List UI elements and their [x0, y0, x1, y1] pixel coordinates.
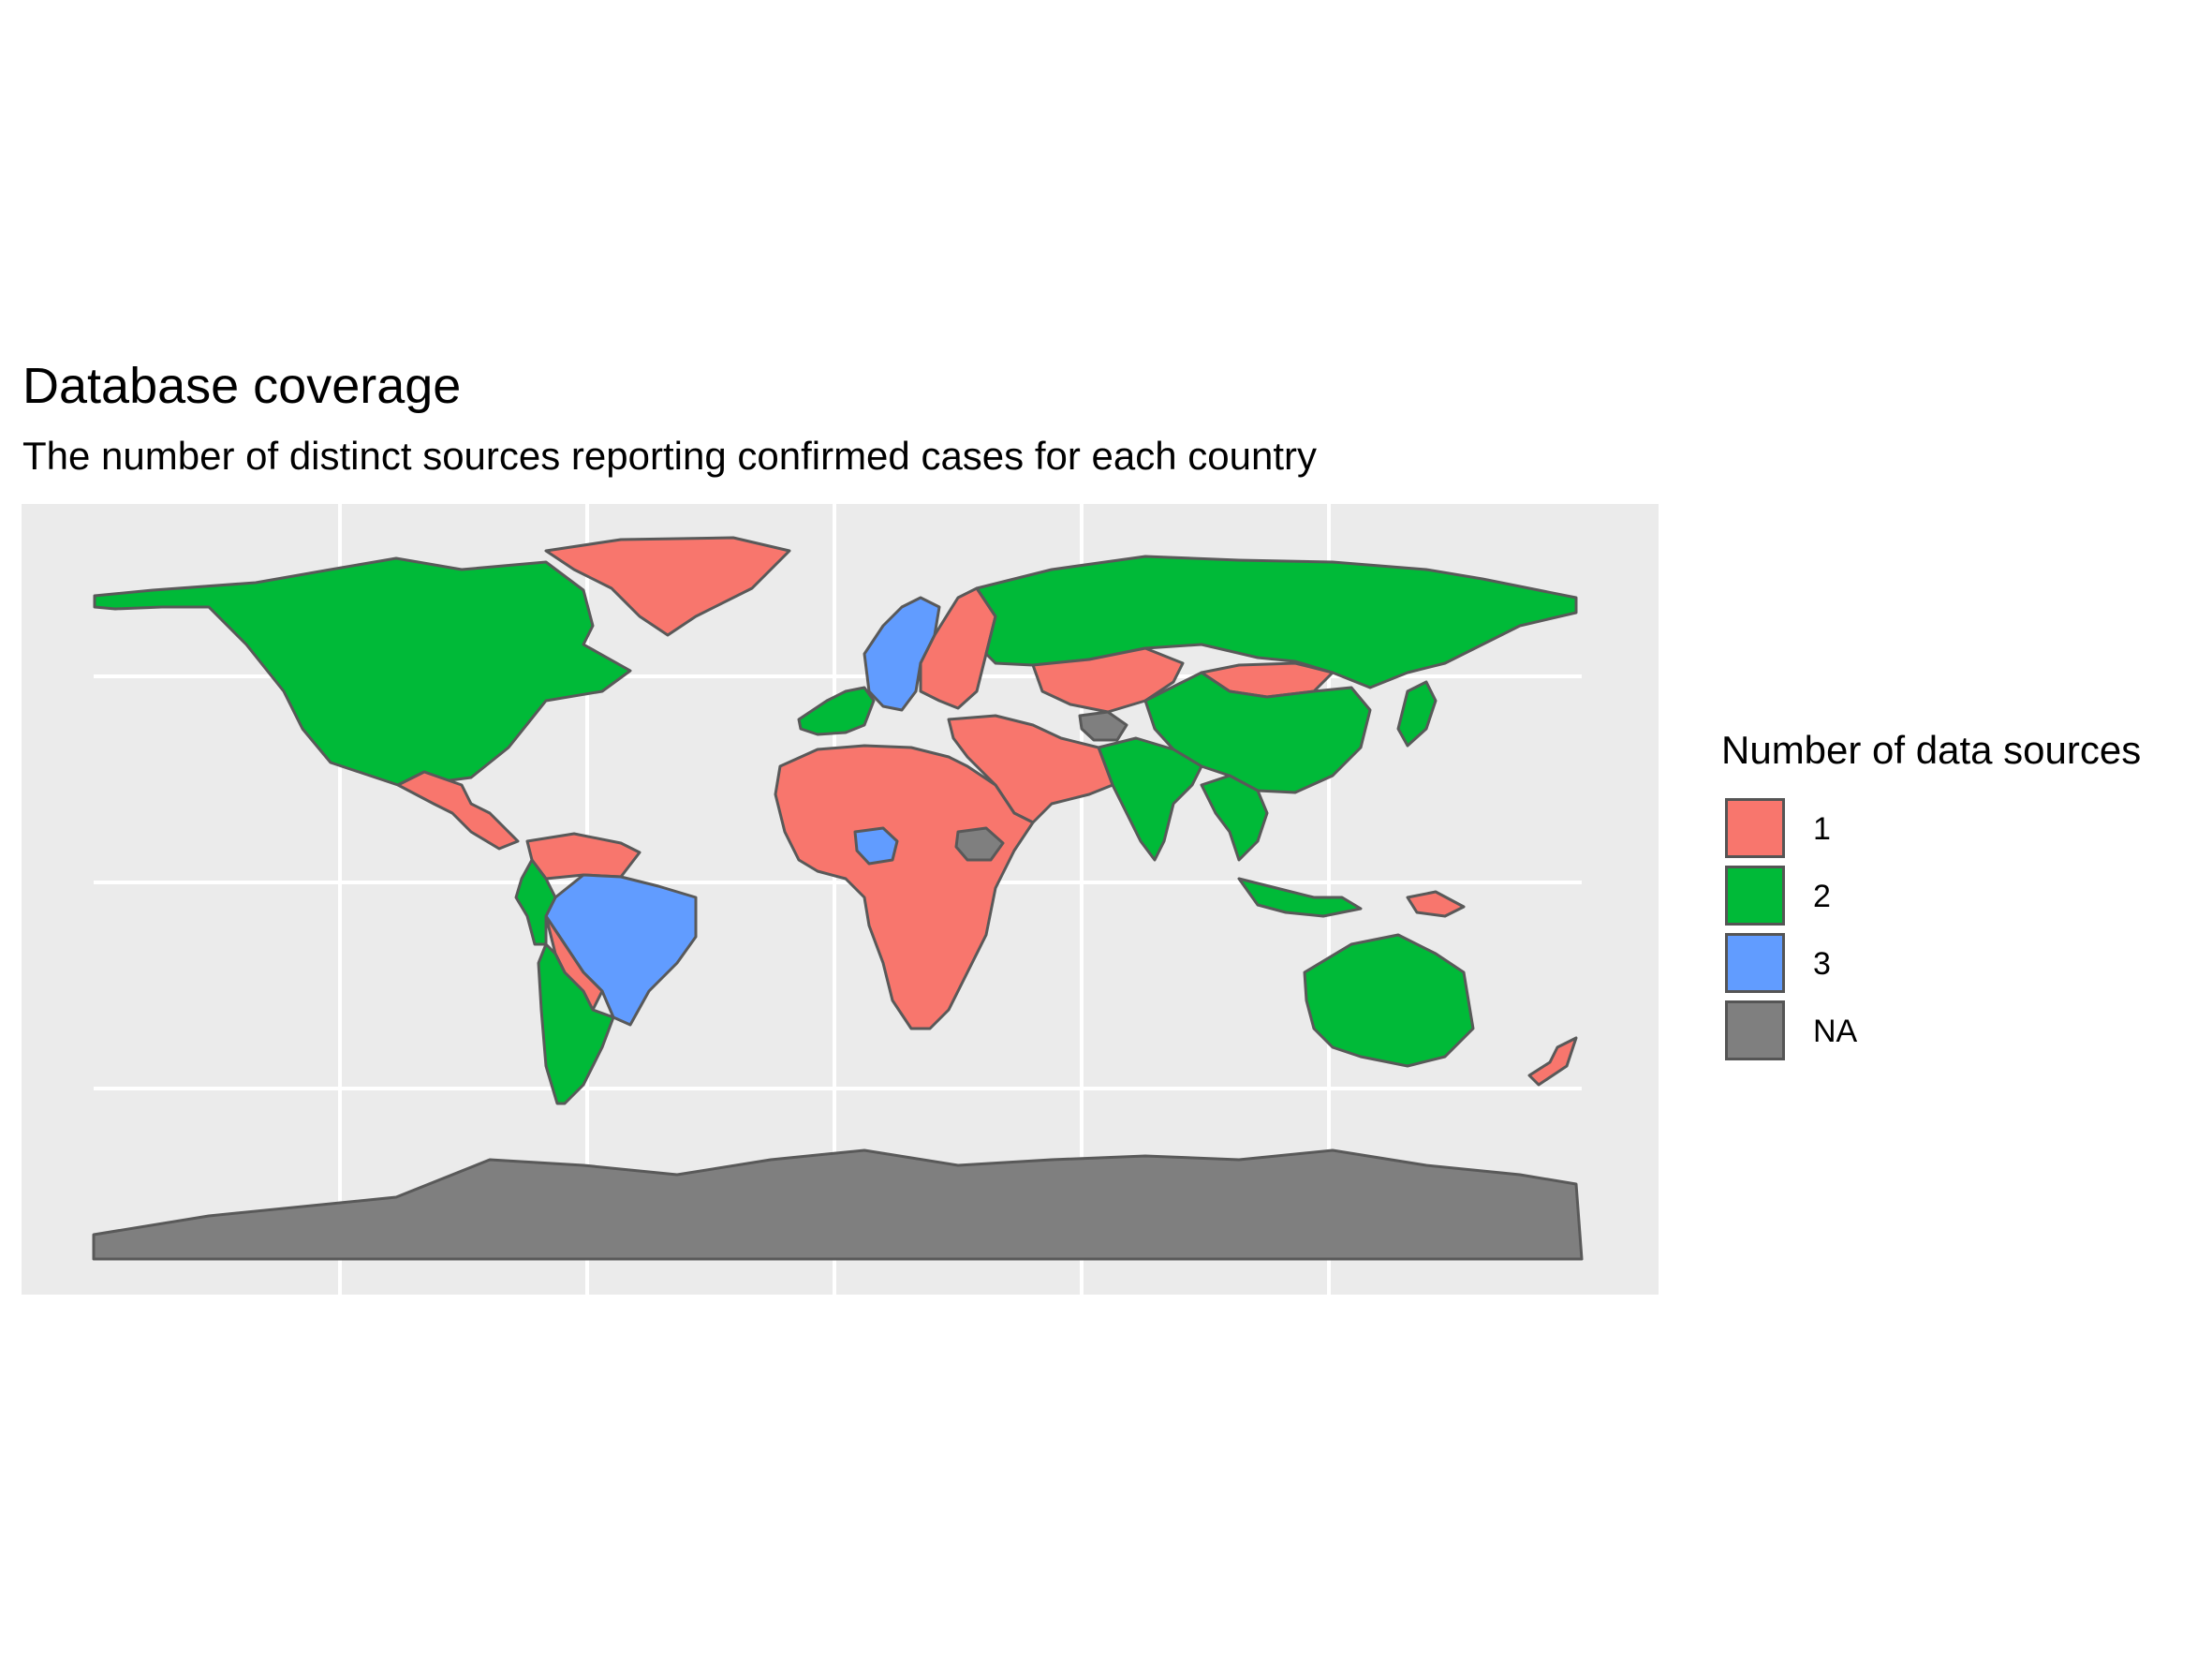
- country-regions: [92, 536, 1584, 1261]
- country-region: [947, 714, 1114, 824]
- country-region: [774, 744, 1035, 1030]
- legend-item: NA: [1721, 1000, 2190, 1068]
- legend-swatch: [1725, 933, 1785, 993]
- chart-title: Database coverage: [22, 358, 462, 414]
- world-map: [92, 504, 1584, 1295]
- country-region: [1097, 736, 1203, 862]
- country-region: [1078, 710, 1128, 742]
- legend-swatch: [1725, 1000, 1785, 1060]
- country-region: [954, 826, 1005, 862]
- country-region: [1303, 933, 1475, 1068]
- country-region: [93, 556, 632, 787]
- country-region: [525, 832, 641, 881]
- legend-title: Number of data sources: [1721, 728, 2142, 772]
- country-region: [396, 770, 520, 851]
- country-region: [919, 586, 997, 710]
- legend-swatch: [1725, 866, 1785, 926]
- legend-swatch: [1725, 798, 1785, 858]
- country-region: [1396, 680, 1438, 748]
- country-region: [1527, 1036, 1578, 1087]
- country-region: [1031, 646, 1185, 714]
- country-region: [514, 858, 557, 946]
- country-region: [537, 942, 615, 1105]
- country-region: [1406, 890, 1466, 918]
- country-region: [797, 686, 876, 736]
- country-region: [1237, 877, 1363, 918]
- legend-item: 3: [1721, 933, 2190, 1000]
- legend-item: 1: [1721, 798, 2190, 866]
- legend-label: 2: [1813, 879, 1831, 914]
- legend-label: 3: [1813, 946, 1831, 982]
- country-region: [1200, 774, 1269, 862]
- chart-subtitle: The number of distinct sources reporting…: [22, 434, 1317, 478]
- country-region: [544, 536, 791, 637]
- legend-label: 1: [1813, 811, 1831, 847]
- country-region: [853, 826, 899, 866]
- legend: Number of data sources 1 2 3 NA: [1721, 727, 2190, 1068]
- map-panel: [22, 504, 1659, 1295]
- legend-item: 2: [1721, 866, 2190, 933]
- country-region: [92, 1148, 1584, 1261]
- legend-label: NA: [1813, 1014, 1858, 1049]
